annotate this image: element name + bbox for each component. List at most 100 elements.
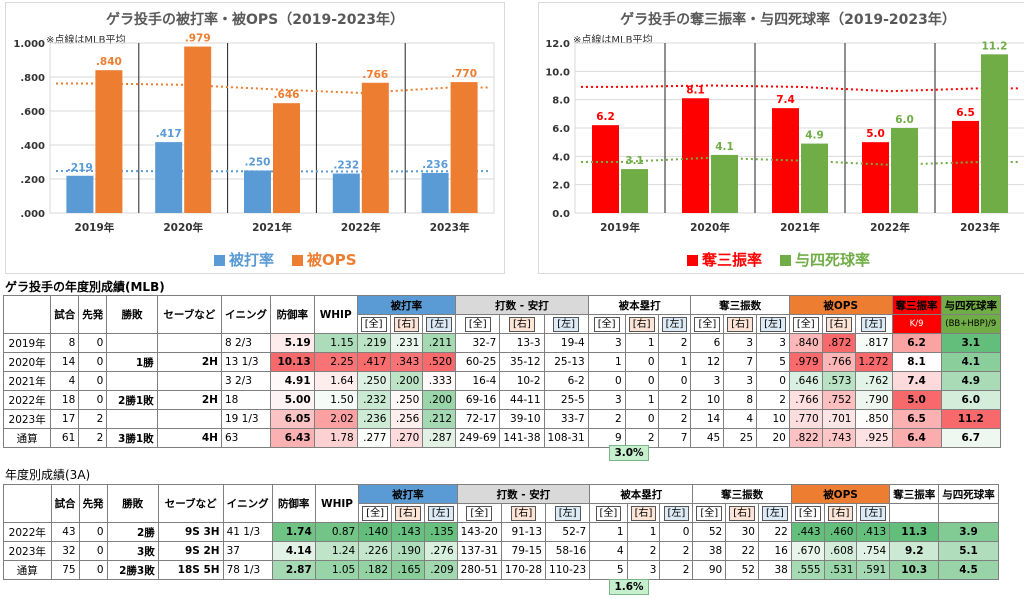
stat-cell: 1 [657, 352, 692, 372]
subheader-split: [右] [626, 503, 661, 523]
x-tick-label: 2021年 [252, 221, 292, 234]
bar-被打率 [155, 142, 183, 213]
stat-cell: 2H [156, 390, 222, 410]
stat-cell: 1 [626, 522, 661, 542]
column-header: 先発 [78, 484, 108, 523]
subheader-split: [左] [756, 314, 790, 334]
stat-cell: .608 [823, 541, 858, 561]
stat-cell: 2 [657, 333, 692, 353]
split-label: [左] [427, 505, 454, 521]
subheader-unit: K/9 [891, 314, 942, 334]
stat-cell: .276 [423, 541, 458, 561]
subheader-split: [右] [499, 314, 545, 334]
column-header: 試合 [50, 295, 80, 334]
stat-cell: 25-5 [543, 390, 589, 410]
split-label: [全] [696, 505, 723, 521]
stat-cell: 3 [756, 333, 790, 353]
legend-item-k9: 奪三振率 [687, 249, 762, 270]
stat-cell: 1.74 [271, 522, 316, 542]
y-tick-label: .400 [20, 141, 45, 152]
stat-cell: 16 [758, 541, 792, 561]
split-label: [全] [595, 505, 622, 521]
stat-cell: .219 [356, 333, 391, 353]
bar-与四死球率 [711, 154, 738, 213]
split-label: [左] [860, 316, 887, 332]
data-label: 8.1 [686, 84, 705, 96]
stat-cell: .333 [422, 371, 457, 391]
split-label: [右] [395, 505, 421, 521]
stat-cell: 0 [624, 352, 659, 372]
stat-cell: 7 [723, 352, 758, 372]
column-header: 打数 - 安打 [456, 484, 591, 504]
data-label: .232 [333, 160, 359, 172]
stat-cell: 1 [624, 390, 659, 410]
subheader-split: [左] [543, 314, 589, 334]
stat-cell: 0 [78, 352, 108, 372]
split-label: [全] [792, 316, 819, 332]
stat-cell: 1 [589, 522, 628, 542]
subheader-split: [左] [758, 503, 792, 523]
split-label: [右] [727, 316, 754, 332]
stat-cell: .270 [389, 428, 424, 448]
stat-cell: .817 [854, 333, 893, 353]
legend: 被打率 被OPS [214, 249, 357, 270]
column-header: セーブなど [156, 295, 222, 334]
subheader-split: [右] [821, 314, 856, 334]
x-tick-label: 2020年 [163, 221, 203, 234]
stat-cell [156, 333, 222, 353]
column-header: イニング [220, 295, 271, 334]
split-label: [右] [729, 505, 755, 521]
split-label: [左] [760, 316, 786, 332]
y-tick-label: 10.0 [545, 67, 570, 78]
stat-cell: 0 [78, 541, 108, 561]
stat-cell: 39-10 [499, 409, 545, 429]
data-label: .236 [422, 159, 448, 171]
stat-cell: 2 [756, 390, 790, 410]
stat-cell: 4.14 [271, 541, 316, 561]
aaa-hr-pct-badge: 1.6% [609, 579, 649, 595]
chart-note: ※点線はMLB平均 [573, 35, 653, 46]
bar-被打率 [66, 175, 94, 213]
stat-cell: 5 [589, 560, 628, 580]
stat-cell: 0 [78, 560, 108, 580]
table-row: 2023年 32 0 3敗 9S 2H 37 4.14 1.24.226.190.276 137… [3, 541, 1024, 561]
stat-cell: 19 1/3 [220, 409, 271, 429]
row-label: 2023年 [2, 409, 52, 429]
stat-cell: 0 [78, 522, 108, 542]
bar-被OPS [95, 70, 123, 213]
stat-cell: .200 [389, 371, 424, 391]
stat-cell: 5.00 [269, 390, 315, 410]
column-header: 奪三振率 [891, 295, 942, 315]
x-tick-label: 2023年 [960, 221, 1000, 234]
stat-cell: 1.78 [313, 428, 358, 448]
table-header-row: 試合 先発 勝敗 セーブなど イニング 防御率 WHIP 被打率 打数 - 安打 被本塁打 奪三振数… [2, 295, 1024, 334]
stat-cell: 13 1/3 [220, 352, 271, 372]
stat-cell: 2 [78, 428, 108, 448]
stat-cell: 10 [756, 409, 790, 429]
stat-cell [106, 371, 158, 391]
stat-cell: 6.5 [891, 409, 942, 429]
stat-cell: 3 [626, 560, 661, 580]
stat-cell: 3勝1敗 [106, 428, 158, 448]
bar-被打率 [244, 170, 271, 213]
column-header: 与四死球率 [940, 295, 1002, 315]
chart-note: ※点線はMLB平均 [46, 35, 126, 46]
stat-cell: .231 [389, 333, 424, 353]
data-label: .417 [156, 128, 182, 140]
table-row: 2022年 43 0 2勝 9S 3H 41 1/3 1.74 0.87.140.143.13… [3, 522, 1024, 542]
stat-cell: 5.0 [891, 390, 942, 410]
stat-cell: 6 [690, 333, 725, 353]
stat-cell: .979 [788, 352, 823, 372]
stat-cell: .531 [823, 560, 858, 580]
subheader-split: [左] [423, 503, 458, 523]
y-tick-label: .800 [20, 73, 45, 84]
bar-被OPS [273, 103, 300, 213]
column-header: 奪三振数 [690, 295, 790, 315]
stat-cell: .417 [356, 352, 391, 372]
data-label: .840 [96, 56, 122, 68]
stat-cell: 13-3 [499, 333, 545, 353]
chart-panel-k-bb: ゲラ投手の奪三振率・与四死球率（2019-2023年） ※点線はMLB平均 0.… [538, 2, 1024, 274]
stat-cell: 14 [50, 352, 80, 372]
stat-cell: 0 [78, 333, 108, 353]
stat-cell: .743 [821, 428, 856, 448]
